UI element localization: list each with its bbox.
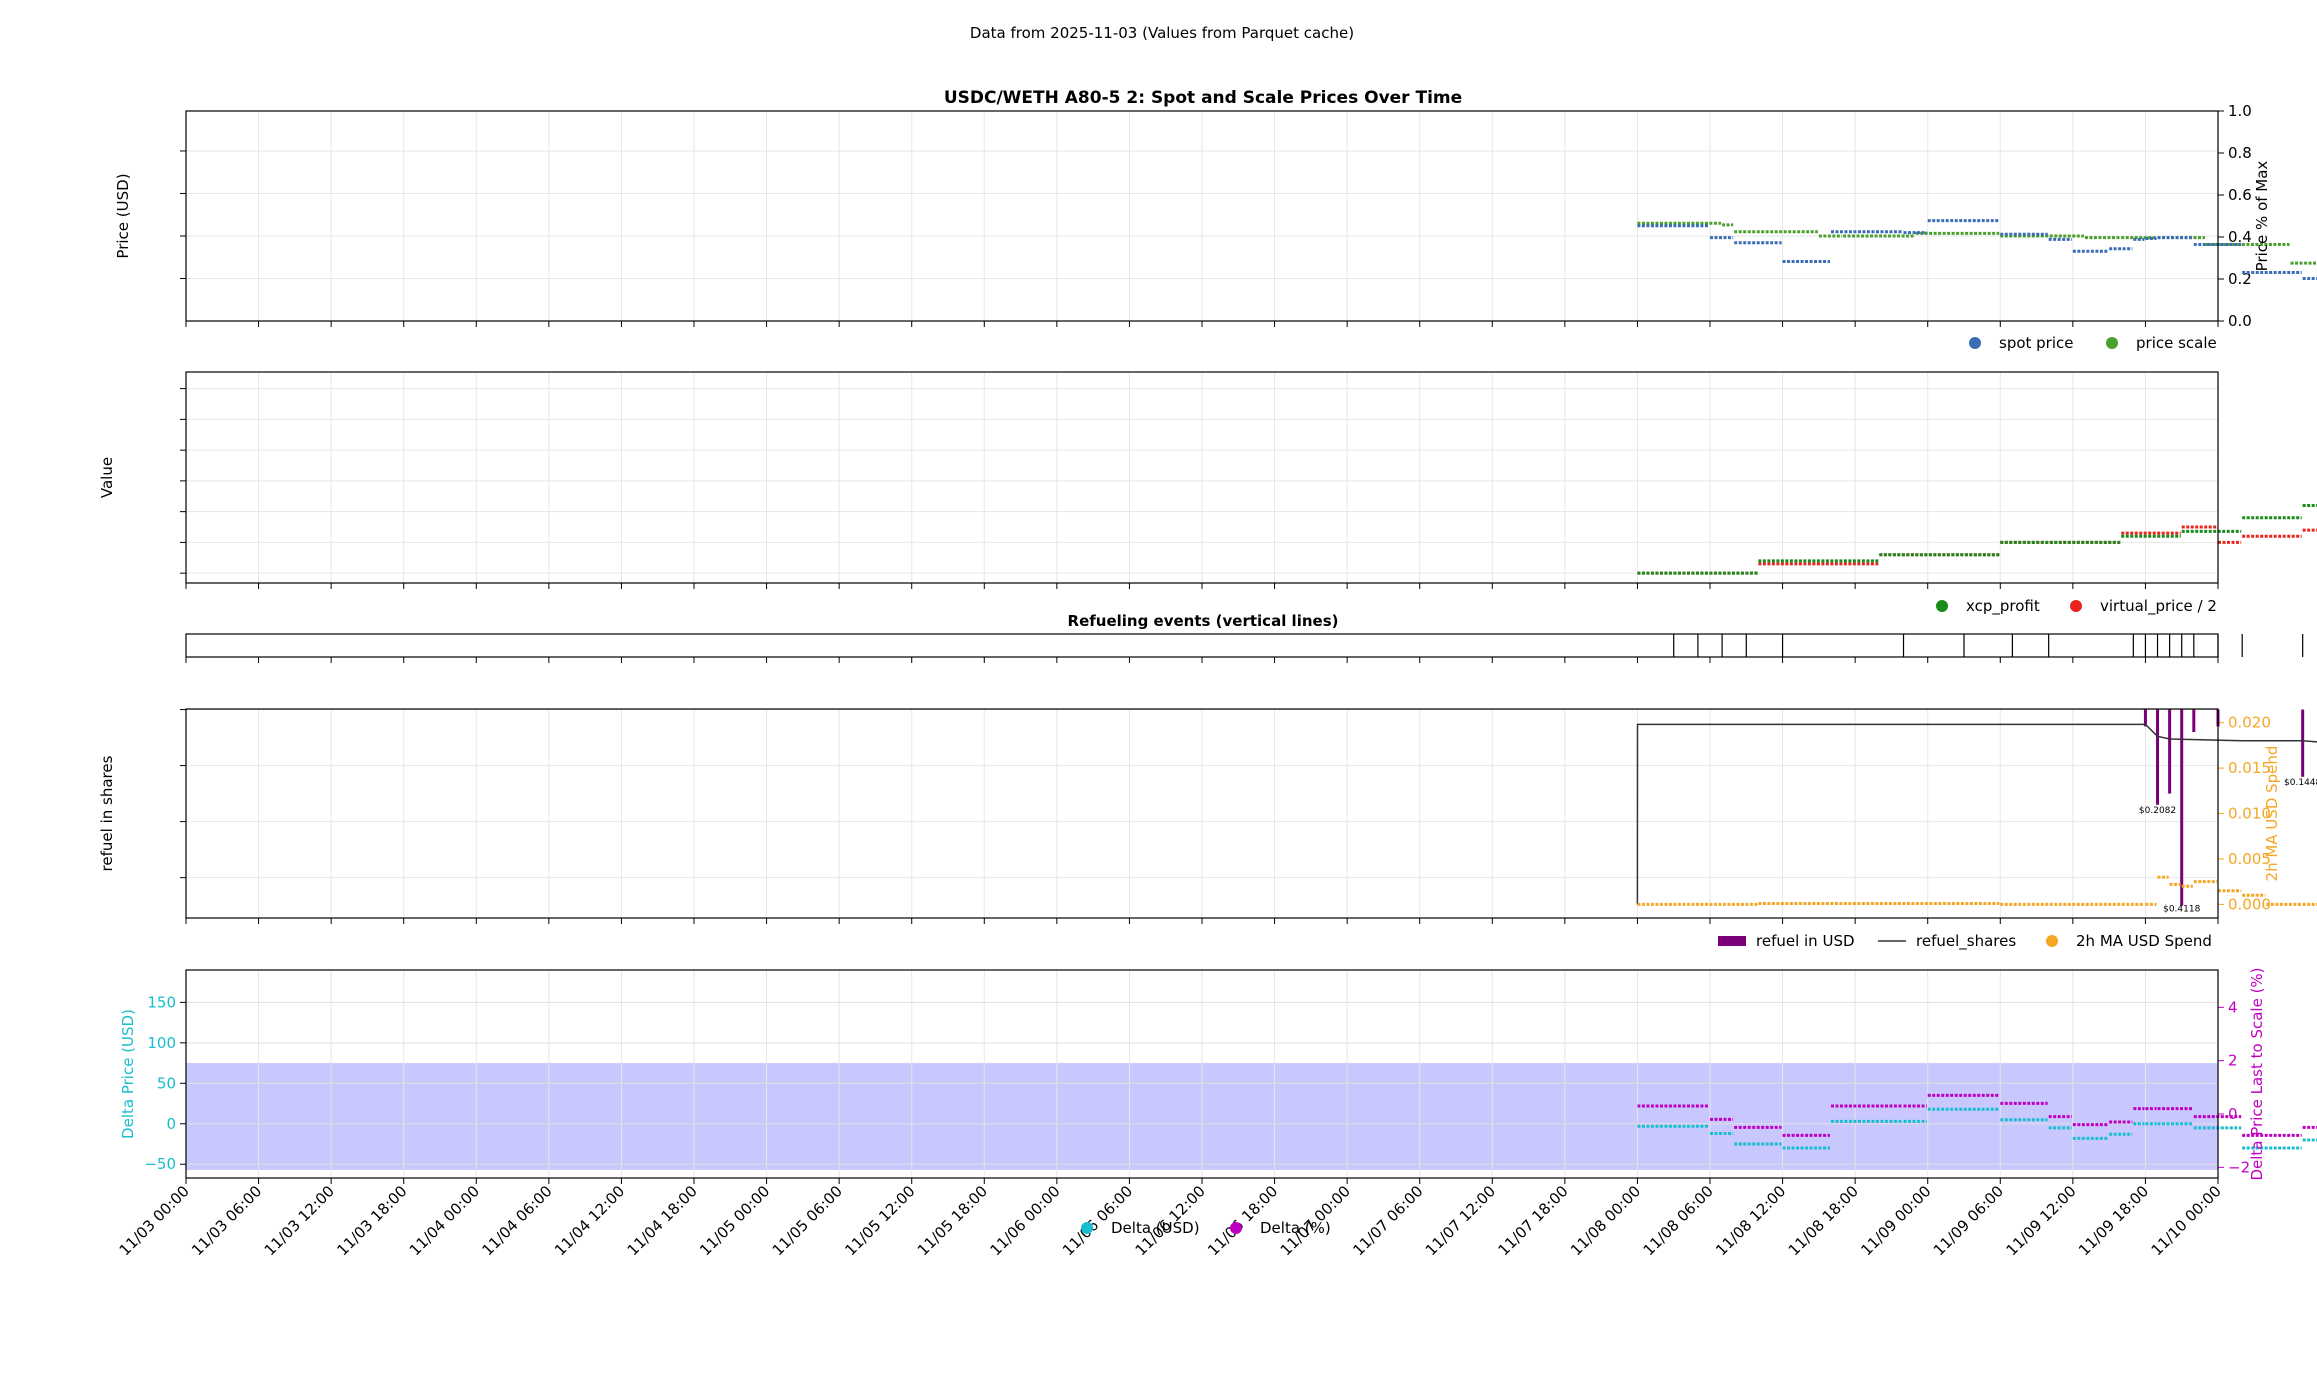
figure-suptitle: Data from 2025-11-03 (Values from Parque… (970, 24, 1354, 42)
x-tick-label: 11/09 18:00 (2075, 1182, 2152, 1259)
x-tick-label: 11/04 12:00 (551, 1182, 628, 1259)
x-tick-label: 11/09 06:00 (1930, 1182, 2007, 1259)
y-right-tick-label: 0 (2228, 1105, 2238, 1123)
legend-label: xcp_profit (1966, 597, 2040, 616)
value-panel: Value xcp_profit virtual_price / 2 (98, 371, 2317, 616)
x-tick-label: 11/05 06:00 (769, 1182, 846, 1259)
y-right-tick-label: 0.020 (2228, 714, 2271, 732)
x-tick-label: 11/08 00:00 (1567, 1182, 1644, 1259)
legend-marker (1230, 1222, 1242, 1234)
legend-label: Delta (%) (1260, 1219, 1331, 1237)
legend-label: Delta (USD) (1111, 1219, 1200, 1237)
y-axis-label: Value (98, 457, 116, 498)
refuel-shares-panel: 0.000 0.005 0.010 0.015 0.020 $0.2082 $0.4118 $… (98, 708, 2317, 951)
x-tick-label: 11/08 18:00 (1785, 1182, 1862, 1259)
y-tick-label: 50 (157, 1074, 176, 1092)
refuel-usd-bar (2192, 709, 2196, 732)
x-tick-label: 11/03 18:00 (333, 1182, 410, 1259)
y-axis-label: Price (USD) (114, 173, 132, 258)
axes-frame (185, 969, 2219, 1179)
x-tick-label: 11/04 00:00 (406, 1182, 483, 1259)
legend-marker (1936, 600, 1948, 612)
y-axis-right-label: 2h MA USD Spend (2263, 746, 2281, 882)
x-tick-label: 11/03 12:00 (261, 1182, 338, 1259)
refuel-usd-bar (2180, 709, 2184, 906)
x-tick-label: 11/07 12:00 (1422, 1182, 1499, 1259)
delta-price-panel: −50 0 50 100 150 −2 0 2 4 Delta Price (USD) Delta … (116, 967, 2317, 1259)
legend-marker (1718, 936, 1746, 946)
y-tick-label: 100 (147, 1034, 176, 1052)
y-right-tick-label: 0.2 (2228, 270, 2252, 288)
x-tick-label: 11/09 12:00 (2002, 1182, 2079, 1259)
refuel-shares-line (1636, 723, 2317, 905)
y-right-tick-label: 0.010 (2228, 805, 2271, 823)
y-axis-right-label: Price % of Max (2253, 161, 2271, 272)
y-tick-label: −50 (144, 1155, 176, 1173)
x-tick-label: 11/07 18:00 (1494, 1182, 1571, 1259)
x-tick-label: 11/08 12:00 (1712, 1182, 1789, 1259)
legend-label: refuel_shares (1916, 932, 2016, 951)
y-right-tick-label: 0.6 (2228, 186, 2252, 204)
y-right-tick-label: 0.4 (2228, 228, 2252, 246)
chart-title: Refueling events (vertical lines) (1068, 612, 1339, 630)
y-right-tick-label: 2 (2228, 1052, 2238, 1070)
y-tick-label: 150 (147, 993, 176, 1011)
legend-label: price scale (2136, 334, 2217, 352)
x-tick-label: 11/03 00:00 (116, 1182, 193, 1259)
legend-marker (2106, 337, 2118, 349)
refuel-events-panel: Refueling events (vertical lines) (185, 612, 2304, 663)
x-tick-label: 11/07 06:00 (1349, 1182, 1426, 1259)
y-right-tick-label: 0.000 (2228, 895, 2271, 913)
x-tick-label: 11/05 00:00 (696, 1182, 773, 1259)
axes-frame (185, 110, 2219, 322)
axes-frame (185, 633, 2219, 658)
y-right-tick-label: 0.005 (2228, 850, 2271, 868)
x-tick-label: 11/05 12:00 (841, 1182, 918, 1259)
legend-label: virtual_price / 2 (2100, 597, 2217, 616)
x-tick-label: 11/10 00:00 (2148, 1182, 2225, 1259)
refuel-usd-bar (2156, 709, 2160, 805)
axes-frame (185, 371, 2219, 584)
x-tick-label: 11/04 18:00 (624, 1182, 701, 1259)
y-right-tick-label: 1.0 (2228, 102, 2252, 120)
y-axis-right-label: Delta Price Last to Scale (%) (2248, 967, 2266, 1180)
y-tick-label: 0 (166, 1115, 176, 1133)
legend-label: refuel in USD (1756, 932, 1855, 950)
refuel-usd-bar (2168, 709, 2172, 794)
x-tick-label: 11/05 18:00 (914, 1182, 991, 1259)
legend-marker (2046, 935, 2058, 947)
legend-marker (1969, 337, 1981, 349)
y-axis-label: Delta Price (USD) (119, 1009, 137, 1139)
y-right-tick-label: 0.8 (2228, 144, 2252, 162)
legend-label: 2h MA USD Spend (2076, 932, 2212, 950)
x-tick-label: 11/09 00:00 (1857, 1182, 1934, 1259)
refuel-annotation: $0.4118 (2163, 904, 2200, 914)
x-tick-label: 11/04 06:00 (478, 1182, 555, 1259)
x-tick-label: 11/08 06:00 (1640, 1182, 1717, 1259)
y-right-tick-label: 0.015 (2228, 759, 2271, 777)
y-axis-label: refuel in shares (98, 755, 116, 871)
x-tick-label: 11/03 06:00 (188, 1182, 265, 1259)
y-right-tick-label: 0.0 (2228, 312, 2252, 330)
legend-marker (2070, 600, 2082, 612)
refuel-usd-bar (2301, 709, 2305, 777)
chart-title: USDC/WETH A80-5 2: Spot and Scale Prices… (944, 88, 1462, 108)
legend-label: spot price (1999, 334, 2074, 352)
price-panel: 0.0 0.2 0.4 0.6 0.8 1.0 USDC/WETH A80-5 2: Spo… (114, 88, 2317, 352)
y-right-tick-label: −2 (2228, 1158, 2250, 1176)
x-tick-label: 11/06 00:00 (986, 1182, 1063, 1259)
axes-frame (185, 708, 2219, 919)
refuel-usd-bar (2143, 709, 2147, 727)
refuel-annotation: $0.2082 (2139, 806, 2176, 816)
refuel-annotation: $0.1448 (2284, 778, 2317, 788)
y-right-tick-label: 4 (2228, 998, 2238, 1016)
legend-marker (1081, 1222, 1093, 1234)
